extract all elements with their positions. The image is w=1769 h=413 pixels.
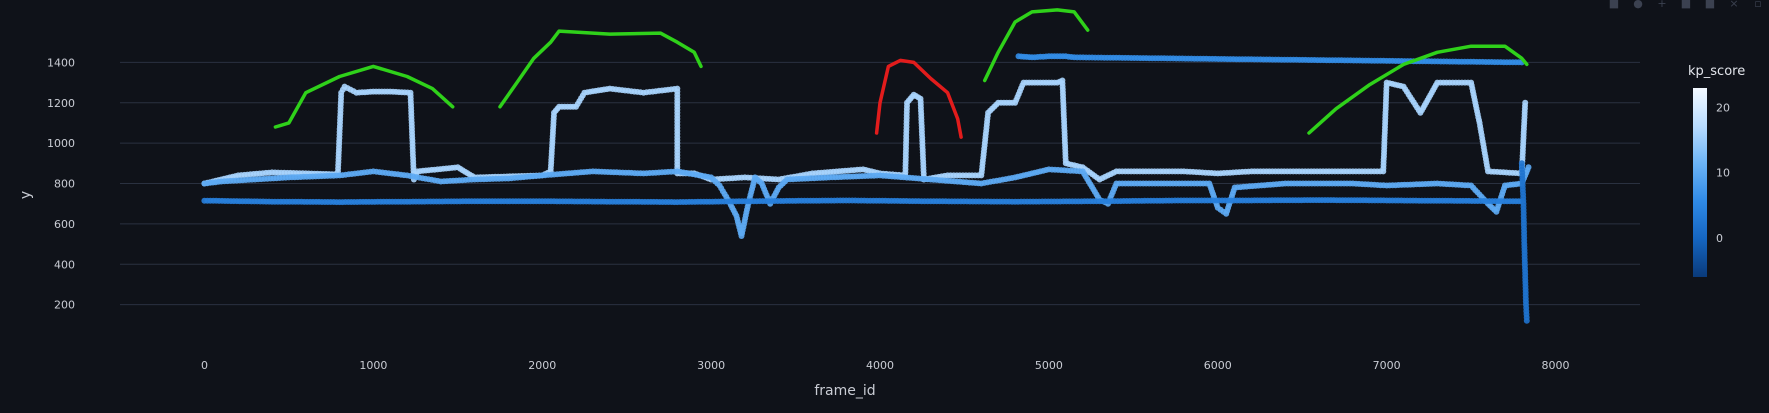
annotation-stroke <box>874 58 963 139</box>
modebar: ■ ● + ■ ■ × ▫ <box>1607 0 1765 10</box>
zoom-out-icon[interactable]: ■ <box>1704 0 1716 10</box>
y-tick-label: 1400 <box>47 56 75 69</box>
x-tick-labels: 0 1000 2000 3000 4000 5000 6000 7000 8000 <box>201 359 1570 372</box>
x-tick-label: 0 <box>201 359 208 372</box>
data-point <box>1525 164 1532 171</box>
y-tick-label: 800 <box>54 178 75 191</box>
x-tick-label: 1000 <box>359 359 387 372</box>
reset-icon[interactable]: ▫ <box>1754 0 1762 10</box>
x-tick-label: 6000 <box>1204 359 1232 372</box>
annotation-stroke <box>273 64 455 129</box>
colorbar-tick-label: 0 <box>1716 232 1723 245</box>
colorbar-tick-label: 20 <box>1716 102 1730 115</box>
autoscale-icon[interactable]: × <box>1729 0 1739 10</box>
colorbar-ticks: 0 10 20 <box>1716 102 1730 245</box>
camera-icon[interactable]: ■ <box>1608 0 1620 10</box>
y-axis-title: y <box>18 191 34 199</box>
colorbar-title: kp_score <box>1688 64 1745 79</box>
zoom-in-icon[interactable]: ■ <box>1680 0 1692 10</box>
x-tick-label: 4000 <box>866 359 894 372</box>
annotation-stroke <box>498 29 703 109</box>
hand-drawn-annotations <box>273 8 1529 139</box>
zoom-icon[interactable]: ● <box>1633 0 1643 10</box>
y-tick-label: 1000 <box>47 137 75 150</box>
y-tick-label: 1200 <box>47 97 75 110</box>
y-tick-labels: 200 400 600 800 1000 1200 1400 <box>47 56 75 311</box>
colorbar-gradient <box>1693 88 1707 277</box>
annotation-stroke <box>1307 44 1529 135</box>
data-points <box>201 53 1532 324</box>
x-tick-label: 8000 <box>1542 359 1570 372</box>
x-tick-label: 7000 <box>1373 359 1401 372</box>
data-point <box>1522 99 1529 106</box>
x-tick-label: 3000 <box>697 359 725 372</box>
annotation-stroke <box>982 8 1090 83</box>
x-axis-title: frame_id <box>814 383 875 399</box>
data-point <box>1523 317 1530 324</box>
colorbar: kp_score 0 10 20 <box>1688 64 1745 277</box>
y-tick-label: 600 <box>54 218 75 231</box>
pan-icon[interactable]: + <box>1657 0 1667 10</box>
x-tick-label: 2000 <box>528 359 556 372</box>
colorbar-tick-label: 10 <box>1716 167 1730 180</box>
x-tick-label: 5000 <box>1035 359 1063 372</box>
y-tick-label: 200 <box>54 299 75 312</box>
y-tick-label: 400 <box>54 258 75 271</box>
